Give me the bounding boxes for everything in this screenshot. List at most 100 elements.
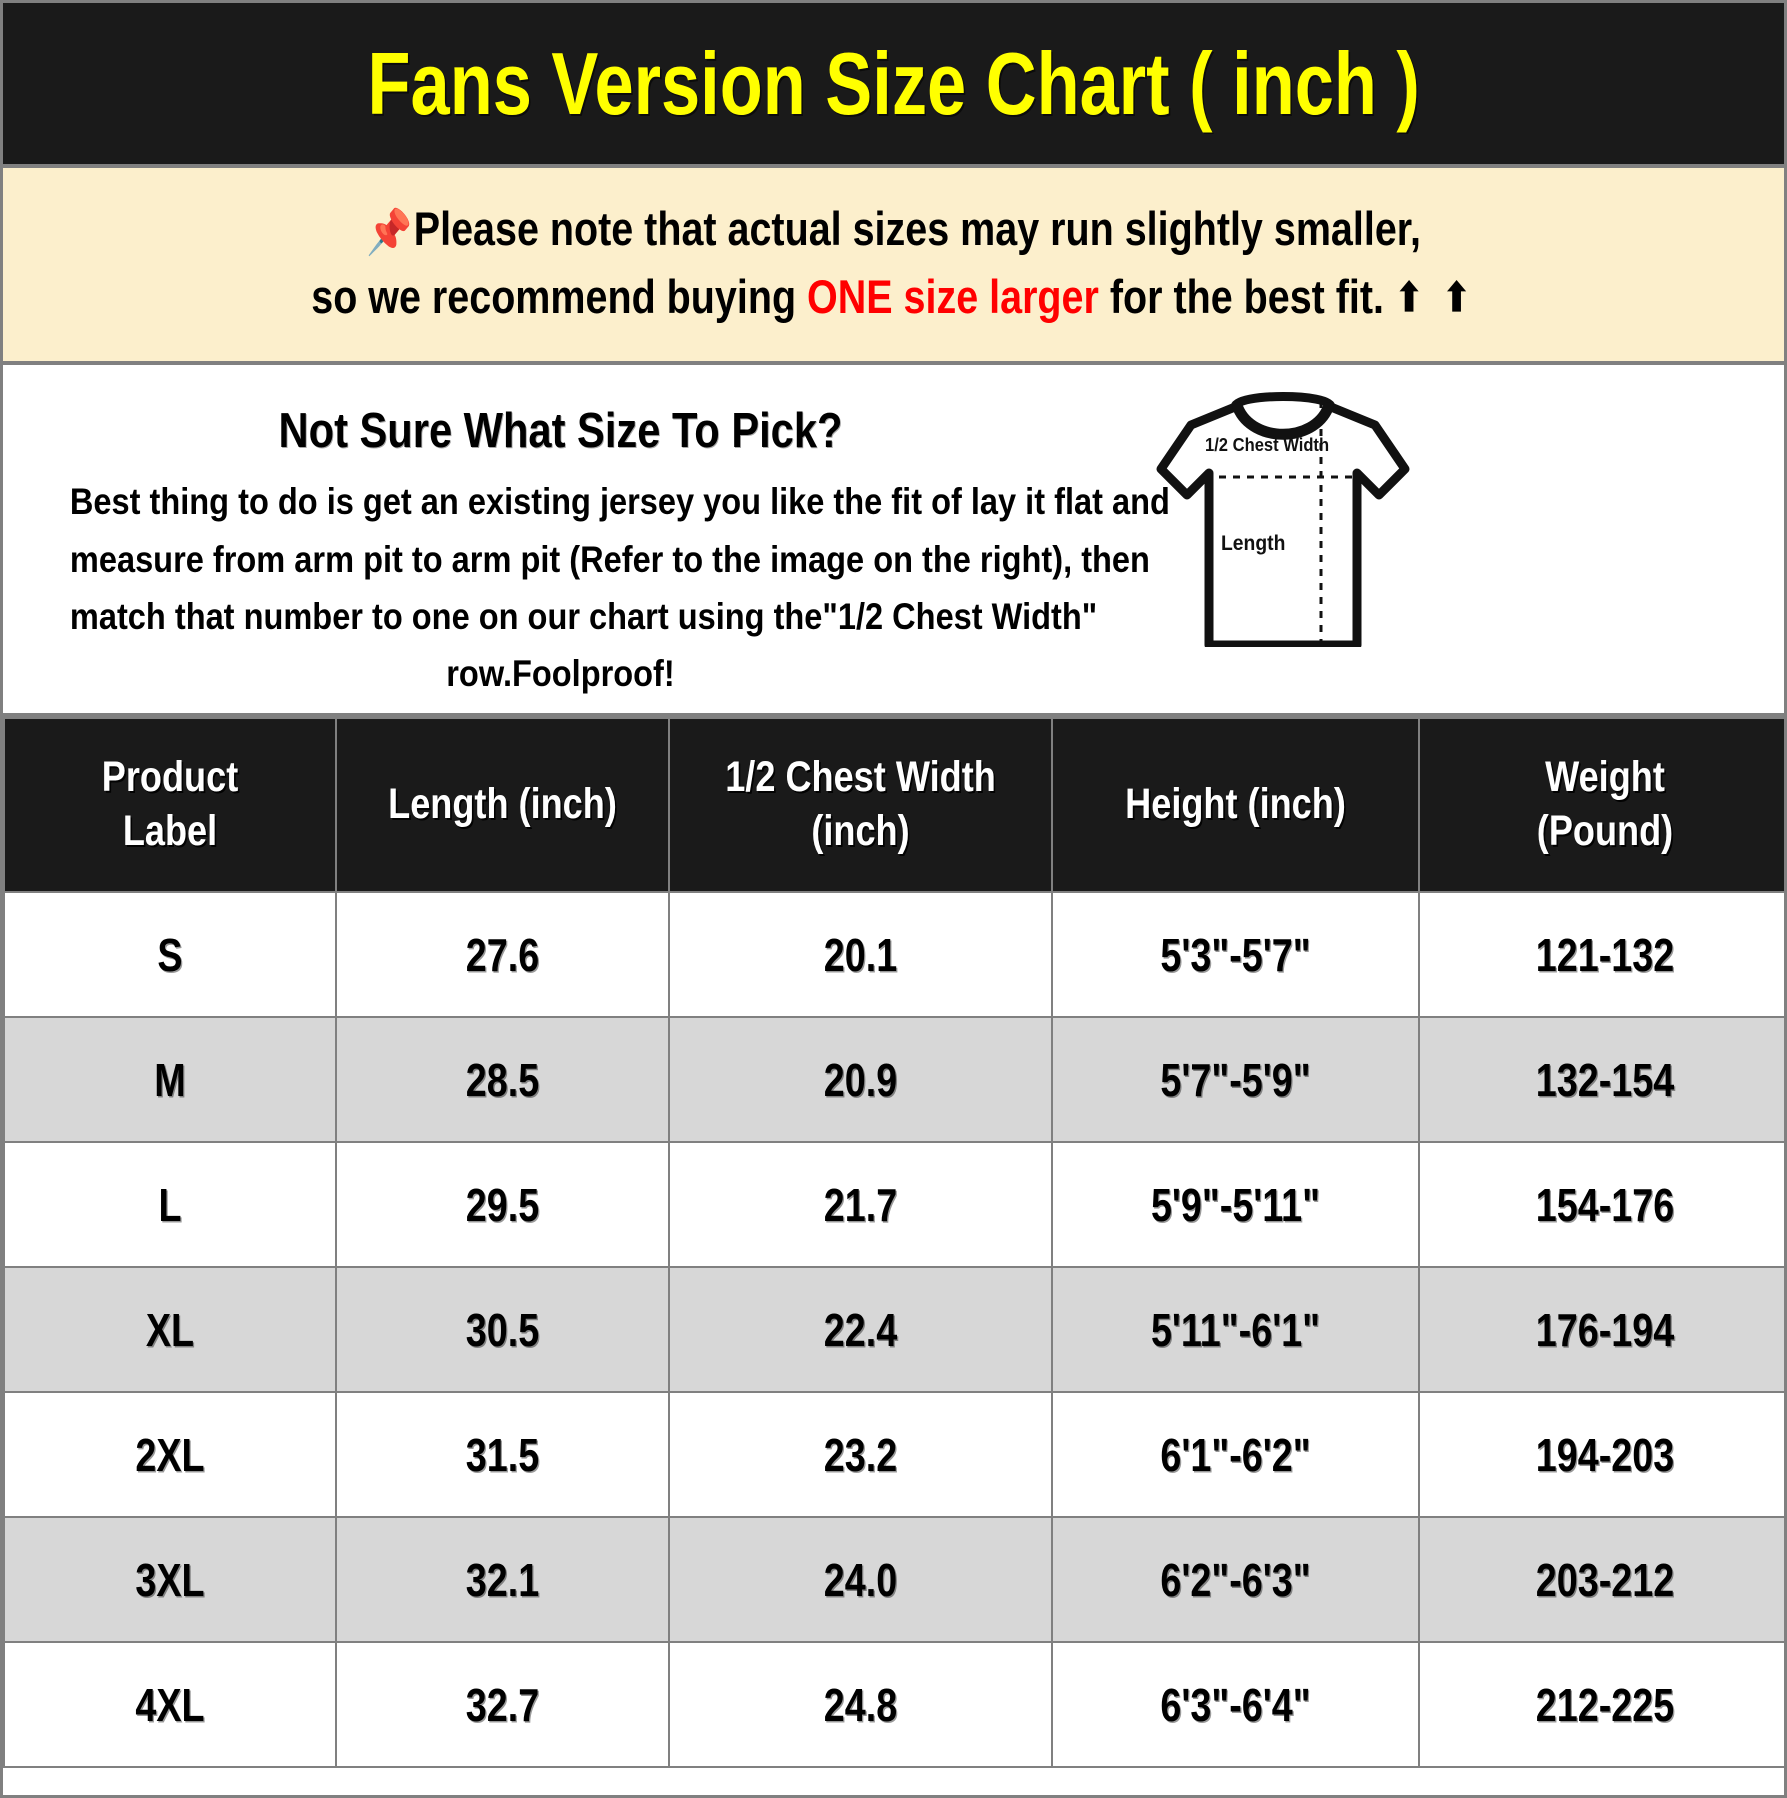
cell-height: 5'3"-5'7" <box>1051 891 1420 1019</box>
cell-text: M <box>154 1053 186 1106</box>
help-body: Best thing to do is get an existing jers… <box>69 473 1170 702</box>
tshirt-diagram: 1/2 Chest Width Length <box>1143 377 1423 650</box>
cell-chest-width: 24.0 <box>668 1516 1053 1644</box>
title-banner: Fans Version Size Chart ( inch ) <box>3 3 1784 168</box>
cell-chest-width: 20.1 <box>668 891 1053 1019</box>
note-line-1: 📌Please note that actual sizes may run s… <box>145 196 1641 264</box>
note-banner: 📌Please note that actual sizes may run s… <box>3 168 1784 366</box>
cell-height: 6'1"-6'2" <box>1051 1391 1420 1519</box>
cell-length: 28.5 <box>335 1016 670 1144</box>
note-line-1-text: Please note that actual sizes may run sl… <box>413 202 1421 255</box>
header-text-line-2: Label <box>122 807 218 856</box>
cell-height: 5'7"-5'9" <box>1051 1016 1420 1144</box>
table-header-row: Product Label Length (inch) 1/2 Chest Wi… <box>3 717 1784 894</box>
cell-text: 31.5 <box>465 1428 540 1481</box>
cell-length: 32.1 <box>335 1516 670 1644</box>
help-text-column: Not Sure What Size To Pick? Best thing t… <box>3 395 1170 702</box>
cell-text: 27.6 <box>465 928 540 981</box>
cell-text: 5'3"-5'7" <box>1160 928 1311 981</box>
table-row: 4XL 32.7 24.8 6'3"-6'4" 212-225 <box>3 1641 1784 1769</box>
cell-text: 2XL <box>135 1428 205 1481</box>
column-header-length: Length (inch) <box>335 717 670 894</box>
cell-text: 20.1 <box>823 928 898 981</box>
header-text-line-1: 1/2 Chest Width <box>725 753 996 802</box>
cell-text: 194-203 <box>1535 1428 1675 1481</box>
cell-text: 6'3"-6'4" <box>1160 1678 1311 1731</box>
cell-text: 32.7 <box>465 1678 540 1731</box>
header-text-line-1: Length (inch) <box>388 780 617 829</box>
table-header: Product Label Length (inch) 1/2 Chest Wi… <box>3 717 1784 894</box>
cell-length: 27.6 <box>335 891 670 1019</box>
help-heading: Not Sure What Size To Pick? <box>278 404 843 459</box>
cell-text: 6'1"-6'2" <box>1160 1428 1311 1481</box>
note-line-2-suffix: for the best fit. <box>1098 270 1395 324</box>
pushpin-icon: 📌 <box>366 208 413 257</box>
cell-text: 5'11"-6'1" <box>1150 1303 1321 1356</box>
cell-weight: 212-225 <box>1418 1641 1784 1769</box>
cell-text: 3XL <box>135 1553 205 1606</box>
cell-text: 154-176 <box>1535 1178 1675 1231</box>
cell-height: 6'3"-6'4" <box>1051 1641 1420 1769</box>
table-row: 3XL 32.1 24.0 6'2"-6'3" 203-212 <box>3 1516 1784 1644</box>
cell-height: 5'11"-6'1" <box>1051 1266 1420 1394</box>
cell-length: 31.5 <box>335 1391 670 1519</box>
table-row: 2XL 31.5 23.2 6'1"-6'2" 194-203 <box>3 1391 1784 1519</box>
cell-product-label: XL <box>3 1266 337 1394</box>
cell-text: 20.9 <box>823 1053 898 1106</box>
column-header-weight: Weight (Pound) <box>1418 717 1784 894</box>
cell-product-label: 2XL <box>3 1391 337 1519</box>
cell-text: 32.1 <box>465 1553 540 1606</box>
cell-product-label: 4XL <box>3 1641 337 1769</box>
help-section: Not Sure What Size To Pick? Best thing t… <box>3 365 1784 718</box>
cell-product-label: M <box>3 1016 337 1144</box>
help-body-line-4: row.Foolproof! <box>446 653 675 695</box>
table-row: S 27.6 20.1 5'3"-5'7" 121-132 <box>3 891 1784 1019</box>
cell-chest-width: 20.9 <box>668 1016 1053 1144</box>
note-line-2: so we recommend buying ONE size larger f… <box>145 264 1641 331</box>
up-arrow-icon: ⬆ ⬆ <box>1394 276 1476 321</box>
cell-weight: 176-194 <box>1418 1266 1784 1394</box>
table-row: M 28.5 20.9 5'7"-5'9" 132-154 <box>3 1016 1784 1144</box>
page-title: Fans Version Size Chart ( inch ) <box>367 33 1420 133</box>
cell-chest-width: 24.8 <box>668 1641 1053 1769</box>
header-text-line-1: Weight <box>1545 753 1665 802</box>
table-row: XL 30.5 22.4 5'11"-6'1" 176-194 <box>3 1266 1784 1394</box>
cell-text: 21.7 <box>823 1178 898 1231</box>
cell-length: 32.7 <box>335 1641 670 1769</box>
table-row: L 29.5 21.7 5'9"-5'11" 154-176 <box>3 1141 1784 1269</box>
cell-chest-width: 22.4 <box>668 1266 1053 1394</box>
cell-text: L <box>158 1178 182 1231</box>
cell-product-label: 3XL <box>3 1516 337 1644</box>
cell-text: 5'7"-5'9" <box>1160 1053 1311 1106</box>
cell-weight: 203-212 <box>1418 1516 1784 1644</box>
cell-text: 4XL <box>135 1678 205 1731</box>
cell-text: 28.5 <box>465 1053 540 1106</box>
cell-text: S <box>157 928 183 981</box>
note-line-2-prefix: so we recommend buying <box>311 270 808 324</box>
cell-height: 5'9"-5'11" <box>1051 1141 1420 1269</box>
header-text-line-2: (Pound) <box>1536 807 1674 856</box>
cell-text: 176-194 <box>1535 1303 1675 1356</box>
cell-text: 23.2 <box>823 1428 898 1481</box>
header-text-line-1: Product <box>101 753 239 802</box>
length-label: Length <box>1221 532 1286 556</box>
cell-text: 30.5 <box>465 1303 540 1356</box>
cell-text: 24.8 <box>823 1678 898 1731</box>
column-header-height: Height (inch) <box>1051 717 1420 894</box>
help-body-line-1: Best thing to do is get an existing jers… <box>69 481 1170 523</box>
note-highlight: ONE size larger <box>807 270 1099 324</box>
cell-chest-width: 21.7 <box>668 1141 1053 1269</box>
cell-text: 203-212 <box>1535 1553 1675 1606</box>
header-text-line-1: Height (inch) <box>1125 780 1346 829</box>
cell-text: 24.0 <box>823 1553 898 1606</box>
column-header-product-label: Product Label <box>3 717 337 894</box>
size-table: Product Label Length (inch) 1/2 Chest Wi… <box>3 717 1784 1769</box>
help-body-line-3: match that number to one on our chart us… <box>69 595 1098 637</box>
cell-chest-width: 23.2 <box>668 1391 1053 1519</box>
cell-length: 30.5 <box>335 1266 670 1394</box>
cell-text: 121-132 <box>1535 928 1675 981</box>
header-text-line-2: (inch) <box>811 807 910 856</box>
cell-text: 5'9"-5'11" <box>1150 1178 1321 1231</box>
cell-weight: 194-203 <box>1418 1391 1784 1519</box>
